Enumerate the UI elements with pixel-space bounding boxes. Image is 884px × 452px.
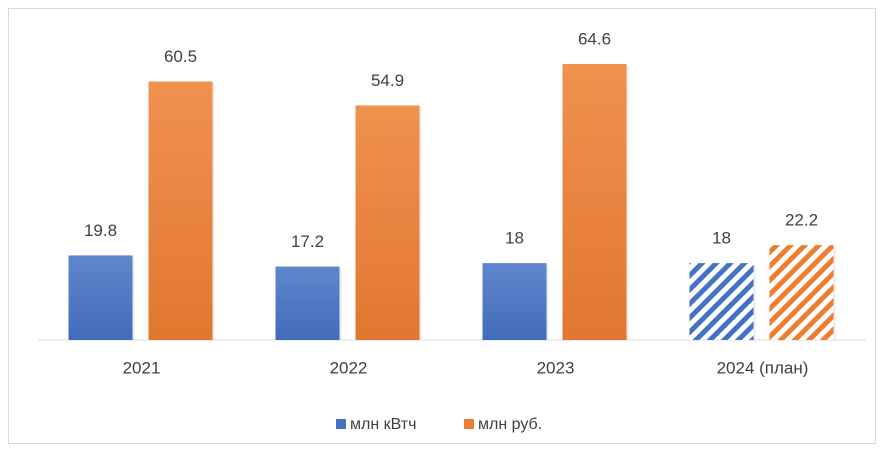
bar: [148, 81, 213, 340]
x-tick-label: 2024 (план): [717, 358, 809, 377]
data-label: 18: [712, 229, 731, 248]
bar: [769, 245, 834, 340]
x-tick-label: 2021: [123, 358, 161, 377]
data-label: 17.2: [291, 232, 324, 251]
bar: [482, 263, 547, 340]
bar: [562, 64, 627, 340]
data-label: 54.9: [371, 71, 404, 90]
bar: [68, 255, 133, 340]
x-tick-label: 2023: [537, 358, 575, 377]
bar: [275, 266, 340, 340]
legend-swatch: [336, 419, 346, 429]
x-tick-label: 2022: [330, 358, 368, 377]
bar: [689, 263, 754, 340]
data-label: 18: [505, 229, 524, 248]
data-label: 19.8: [84, 221, 117, 240]
data-label: 22.2: [785, 211, 818, 230]
bar: [355, 105, 420, 341]
legend-label: млн кВтч: [350, 416, 416, 433]
data-label: 60.5: [164, 47, 197, 66]
legend-label: млн руб.: [478, 416, 542, 433]
chart-frame: [8, 8, 876, 444]
legend-swatch: [464, 419, 474, 429]
data-label: 64.6: [578, 29, 611, 48]
